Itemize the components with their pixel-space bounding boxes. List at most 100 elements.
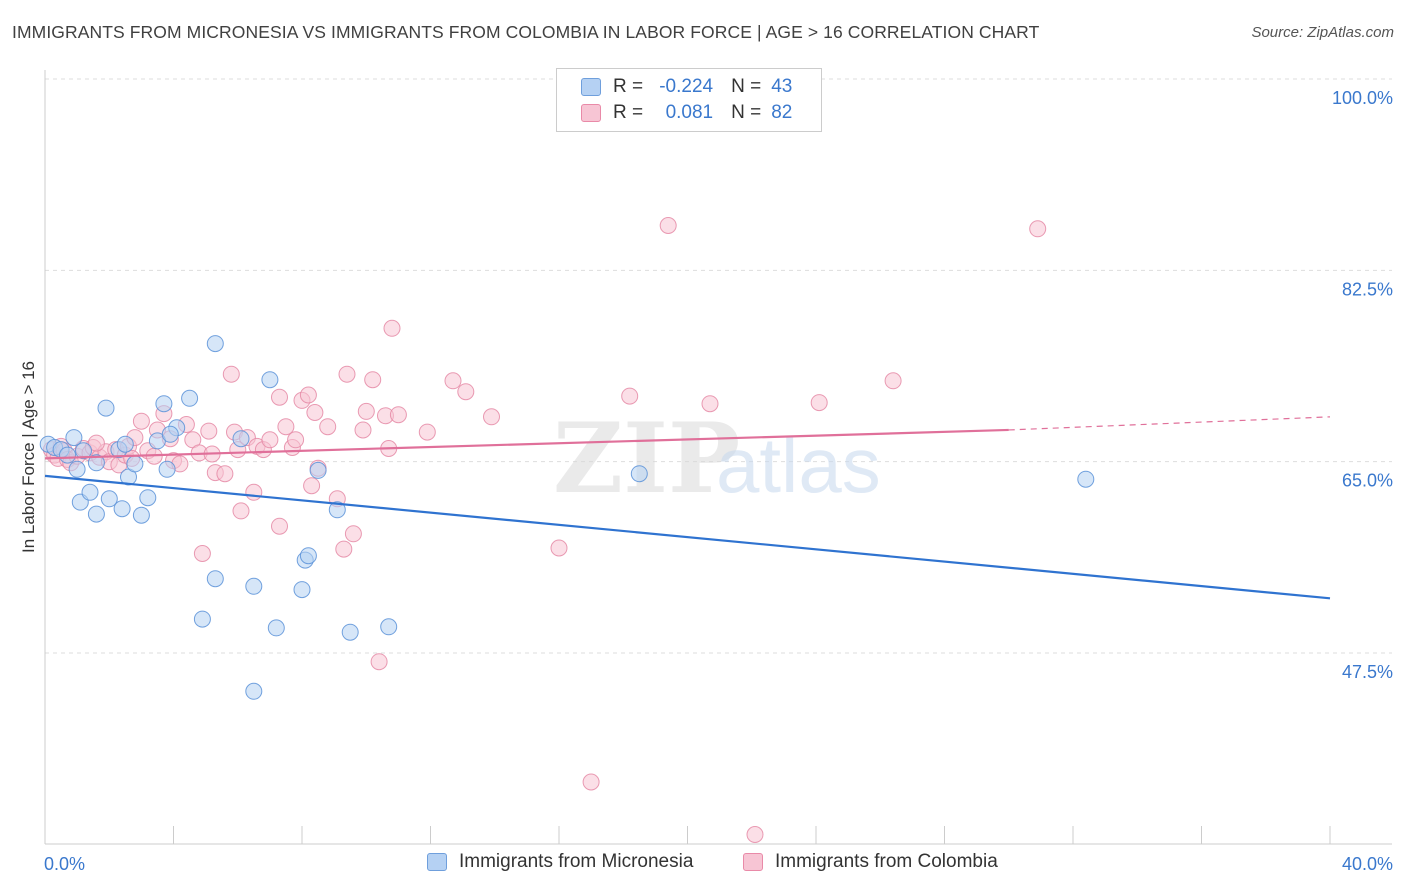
- micronesia-point: [206, 335, 224, 353]
- micronesia-point: [328, 501, 346, 519]
- micronesia-point: [116, 435, 134, 453]
- correlation-stats-box: R = -0.224 N = 43 R = 0.081 N = 82: [556, 68, 822, 132]
- micronesia-point: [68, 460, 86, 478]
- micronesia-legend-swatch: [427, 853, 447, 871]
- stats-row-micronesia: R = -0.224 N = 43: [581, 74, 792, 100]
- colombia-point: [271, 388, 288, 406]
- gridlines: [45, 78, 1392, 654]
- colombia-legend-swatch: [743, 853, 763, 871]
- micronesia-point: [65, 429, 83, 447]
- colombia-point: [261, 431, 279, 449]
- legend-item-colombia[interactable]: Immigrants from Colombia: [743, 851, 998, 873]
- colombia-point: [370, 653, 388, 671]
- colombia-point: [383, 319, 401, 337]
- colombia-point: [319, 418, 337, 436]
- legend-label-colombia: Immigrants from Colombia: [775, 851, 998, 872]
- y-tick-label: 82.5%: [1342, 279, 1393, 299]
- colombia-point: [457, 383, 475, 401]
- colombia-point: [621, 387, 639, 405]
- micronesia-point: [193, 610, 211, 628]
- colombia-swatch: [581, 104, 601, 122]
- micronesia-r-value: -0.224: [659, 76, 714, 97]
- micronesia-point: [181, 389, 199, 407]
- r-label: R =: [613, 76, 644, 97]
- source-credit: Source: ZipAtlas.com: [1251, 24, 1394, 41]
- micronesia-point: [1077, 470, 1095, 488]
- colombia-point: [200, 422, 218, 440]
- colombia-point: [884, 372, 902, 390]
- colombia-point: [245, 483, 263, 501]
- micronesia-point: [245, 682, 263, 700]
- colombia-point: [389, 406, 407, 424]
- trend-lines: [44, 416, 1331, 600]
- micronesia-swatch: [581, 78, 601, 96]
- legend-item-micronesia[interactable]: Immigrants from Micronesia: [427, 851, 693, 873]
- colombia-point: [306, 404, 324, 421]
- y-tick-label: 100.0%: [1332, 88, 1393, 108]
- micronesia-point: [126, 455, 144, 473]
- colombia-point: [1029, 220, 1047, 238]
- colombia-point: [550, 539, 568, 557]
- colombia-point: [582, 773, 600, 791]
- colombia-point: [701, 395, 719, 413]
- colombia-n-value: 82: [771, 102, 793, 123]
- micronesia-point: [206, 570, 224, 588]
- r-label: R =: [613, 102, 644, 123]
- y-tick-label: 47.5%: [1342, 662, 1393, 682]
- colombia-point: [299, 386, 317, 404]
- tick-labels: 47.5% 65.0% 82.5% 100.0% 0.0% 40.0% In Labor F…: [19, 88, 1393, 874]
- colombia-trend-extension: [1008, 416, 1331, 431]
- micronesia-point: [380, 618, 398, 636]
- micronesia-trend-line: [44, 474, 1331, 600]
- colombia-point: [303, 477, 321, 495]
- micronesia-point: [132, 506, 150, 524]
- micronesia-point: [87, 505, 105, 523]
- micronesia-point: [81, 483, 99, 501]
- micronesia-point: [158, 460, 176, 478]
- colombia-point: [746, 826, 764, 843]
- colombia-point: [659, 217, 677, 234]
- colombia-point: [222, 365, 240, 383]
- colombia-points: [42, 217, 1047, 843]
- colombia-point: [364, 371, 382, 389]
- colombia-point: [132, 412, 150, 430]
- x-tick-label-max: 40.0%: [1342, 854, 1393, 874]
- micronesia-point: [161, 425, 179, 443]
- n-label: N =: [731, 76, 762, 97]
- colombia-point: [335, 540, 353, 558]
- micronesia-point: [309, 461, 327, 479]
- micronesia-point: [59, 446, 76, 464]
- colombia-point: [87, 434, 105, 452]
- colombia-point: [193, 545, 211, 562]
- micronesia-point: [97, 399, 115, 417]
- colombia-point: [418, 423, 436, 441]
- y-axis-label: In Labor Force | Age > 16: [19, 361, 38, 553]
- micronesia-point: [87, 454, 105, 472]
- stats-row-colombia: R = 0.081 N = 82: [581, 100, 792, 126]
- y-tick-label: 65.0%: [1342, 471, 1393, 491]
- micronesia-point: [100, 490, 118, 508]
- colombia-r-value: 0.081: [665, 102, 714, 123]
- micronesia-point: [245, 577, 263, 595]
- colombia-point: [444, 372, 462, 390]
- micronesia-point: [232, 430, 250, 448]
- colombia-point: [277, 418, 295, 436]
- colombia-point: [344, 525, 362, 543]
- n-label: N =: [731, 102, 762, 123]
- micronesia-point: [630, 465, 648, 483]
- colombia-trend-line: [44, 428, 1009, 460]
- colombia-point: [338, 365, 356, 383]
- micronesia-point: [299, 547, 317, 565]
- colombia-point: [810, 394, 828, 412]
- colombia-point: [354, 421, 372, 439]
- axes: [44, 70, 1392, 845]
- micronesia-point: [267, 619, 285, 637]
- micronesia-point: [75, 442, 92, 460]
- micronesia-points: [39, 335, 1095, 700]
- micronesia-point: [155, 395, 173, 413]
- chart-title: IMMIGRANTS FROM MICRONESIA VS IMMIGRANTS…: [12, 22, 1040, 42]
- legend-label-micronesia: Immigrants from Micronesia: [459, 851, 694, 872]
- micronesia-point: [341, 623, 359, 641]
- colombia-point: [483, 408, 500, 426]
- x-tick-label-min: 0.0%: [44, 854, 85, 874]
